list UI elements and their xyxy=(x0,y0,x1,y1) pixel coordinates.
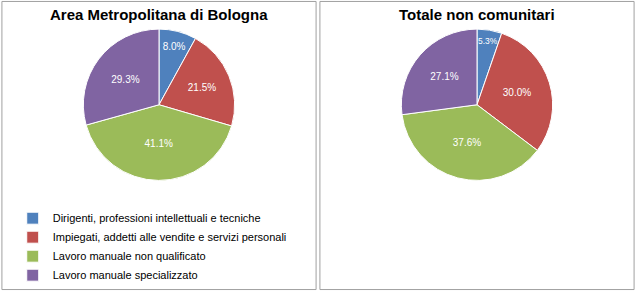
svg-text:Impiegati, addetti alle vendit: Impiegati, addetti alle vendite e serviz… xyxy=(53,231,287,243)
svg-text:Lavoro manuale specializzato: Lavoro manuale specializzato xyxy=(53,269,198,281)
svg-text:37.6%: 37.6% xyxy=(453,137,481,148)
svg-text:30.0%: 30.0% xyxy=(503,87,531,98)
svg-text:5.3%: 5.3% xyxy=(478,36,498,46)
svg-text:27.1%: 27.1% xyxy=(430,71,458,82)
svg-text:8.0%: 8.0% xyxy=(163,41,186,52)
svg-text:Dirigenti, professioni intelle: Dirigenti, professioni intellettuali e t… xyxy=(53,212,261,224)
svg-text:Totale non comunitari: Totale non comunitari xyxy=(399,6,555,23)
svg-text:41.1%: 41.1% xyxy=(145,138,173,149)
svg-text:21.5%: 21.5% xyxy=(188,82,216,93)
svg-text:Area Metropolitana di Bologna: Area Metropolitana di Bologna xyxy=(50,6,268,23)
svg-text:29.3%: 29.3% xyxy=(111,74,139,85)
svg-text:Lavoro manuale non qualificato: Lavoro manuale non qualificato xyxy=(53,250,206,262)
